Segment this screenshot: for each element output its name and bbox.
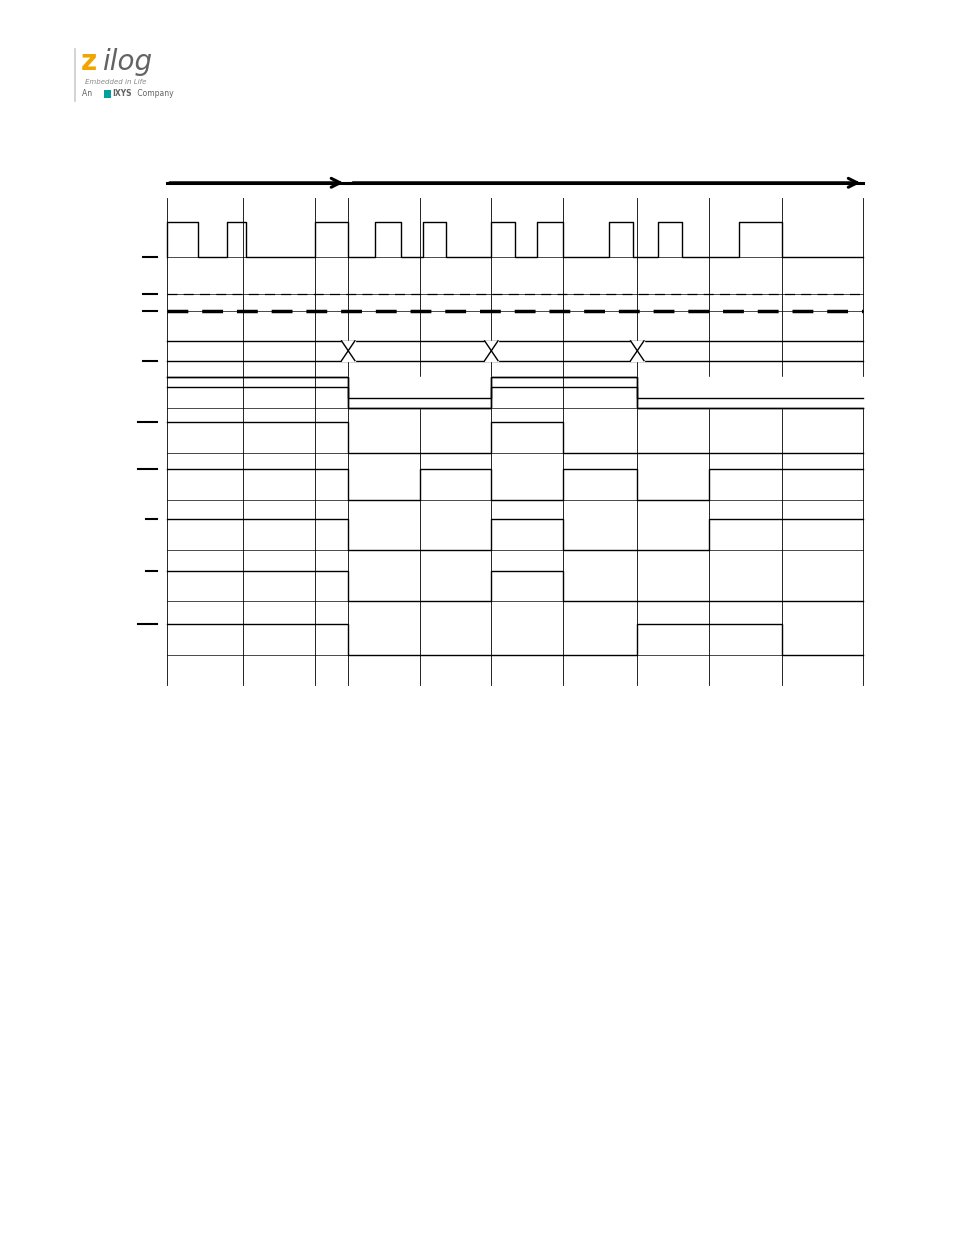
Text: Embedded in Life: Embedded in Life xyxy=(85,79,146,84)
FancyBboxPatch shape xyxy=(104,90,111,99)
Text: Company: Company xyxy=(134,89,172,99)
Text: IXYS: IXYS xyxy=(112,89,132,99)
Text: An: An xyxy=(82,89,94,99)
Text: z: z xyxy=(81,48,97,75)
Text: ilog: ilog xyxy=(102,48,152,75)
